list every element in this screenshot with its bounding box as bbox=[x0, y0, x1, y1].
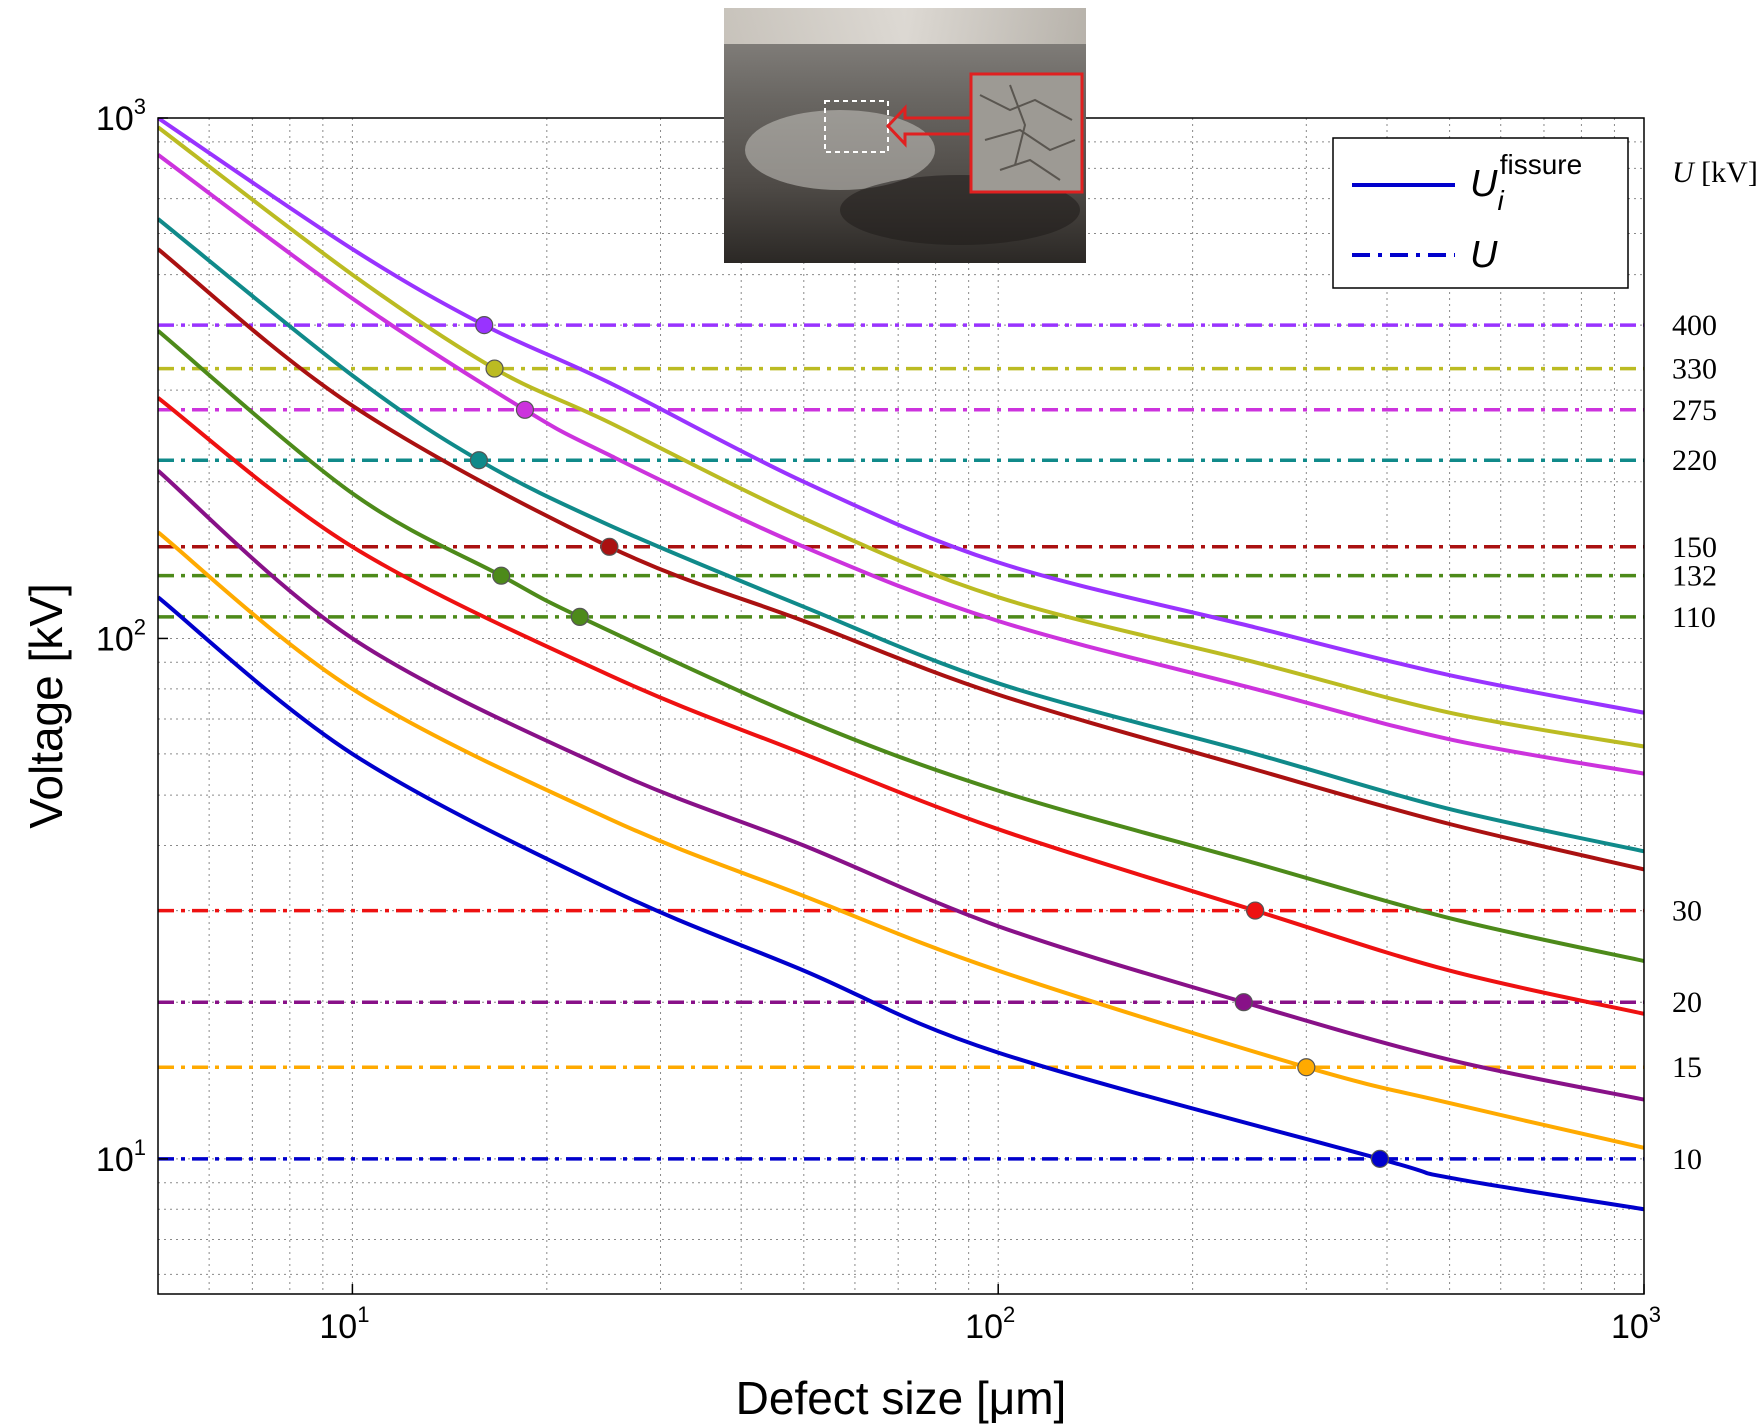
y-tick-exp: 1 bbox=[134, 1135, 146, 1160]
marker-132 bbox=[492, 566, 511, 585]
photo-zoom-arrow bbox=[885, 104, 970, 148]
y-tick-exp: 2 bbox=[134, 614, 146, 639]
x-axis-ticks: 101 102 103 bbox=[319, 1284, 1661, 1346]
curve-5 bbox=[158, 329, 1644, 963]
marker-220 bbox=[469, 451, 489, 470]
right-axis-unit: [kV] bbox=[1694, 156, 1758, 189]
y-tick-label: 102 bbox=[96, 614, 146, 658]
legend-fissure-symbol: U bbox=[1470, 163, 1498, 205]
inception-curves bbox=[158, 118, 1644, 1212]
x-tick-label: 102 bbox=[965, 1302, 1015, 1346]
curve-1 bbox=[158, 125, 1644, 749]
voltage-label-220: 220 bbox=[1672, 444, 1717, 477]
marker-110 bbox=[570, 607, 589, 626]
curve-0 bbox=[158, 118, 1644, 715]
voltage-level-lines bbox=[158, 323, 1644, 1161]
legend-fissure-sup: fissure bbox=[1500, 149, 1582, 180]
photo-top-band bbox=[724, 8, 1086, 44]
voltage-label-150: 150 bbox=[1672, 531, 1717, 564]
voltage-label-132: 132 bbox=[1672, 560, 1717, 593]
x-axis-title: Defect size [μm] bbox=[736, 1372, 1067, 1424]
voltage-label-30: 30 bbox=[1672, 895, 1702, 928]
marker-15 bbox=[1297, 1058, 1316, 1077]
legend: Ui fissure U bbox=[1332, 137, 1629, 289]
inset-photo bbox=[724, 8, 1086, 263]
marker-20 bbox=[1234, 993, 1253, 1012]
curve-8 bbox=[158, 530, 1644, 1150]
marker-275 bbox=[515, 400, 535, 419]
marker-330 bbox=[485, 359, 504, 378]
y-tick-base: 10 bbox=[96, 1141, 134, 1179]
marker-10 bbox=[1370, 1149, 1390, 1168]
y-tick-label: 103 bbox=[96, 94, 146, 138]
right-axis-title: U [kV] bbox=[1672, 156, 1758, 189]
voltage-label-10: 10 bbox=[1672, 1143, 1702, 1176]
x-tick-exp: 3 bbox=[1649, 1302, 1661, 1327]
x-tick-exp: 2 bbox=[1003, 1302, 1015, 1327]
marker-30 bbox=[1246, 901, 1265, 920]
x-tick-base: 10 bbox=[319, 1308, 357, 1346]
photo-detail-marker bbox=[824, 100, 889, 153]
voltage-label-275: 275 bbox=[1672, 394, 1717, 427]
legend-entry-u: U bbox=[1470, 234, 1498, 276]
x-tick-exp: 1 bbox=[357, 1302, 369, 1327]
legend-box bbox=[1332, 137, 1629, 289]
curve-3 bbox=[158, 217, 1644, 854]
x-tick-label: 101 bbox=[319, 1302, 369, 1346]
voltage-label-400: 400 bbox=[1672, 309, 1717, 342]
photo-surface-highlight bbox=[745, 110, 935, 190]
legend-entry-fissure: Ui fissure bbox=[1470, 149, 1582, 216]
curve-2 bbox=[158, 153, 1644, 776]
intersection-markers bbox=[469, 316, 1390, 1168]
curve-6 bbox=[158, 396, 1644, 1016]
voltage-label-20: 20 bbox=[1672, 986, 1702, 1019]
photo-zoom-inset bbox=[969, 72, 1084, 194]
y-axis-title: Voltage [kV] bbox=[20, 583, 72, 829]
y-tick-base: 10 bbox=[96, 620, 134, 658]
y-tick-base: 10 bbox=[96, 100, 134, 138]
curve-4 bbox=[158, 247, 1644, 872]
voltage-label-330: 330 bbox=[1672, 353, 1717, 386]
right-axis-var: U bbox=[1672, 156, 1696, 189]
x-tick-base: 10 bbox=[1611, 1308, 1649, 1346]
x-tick-base: 10 bbox=[965, 1308, 1003, 1346]
x-tick-label: 103 bbox=[1611, 1302, 1661, 1346]
voltage-label-110: 110 bbox=[1672, 601, 1716, 634]
legend-fissure-sub: i bbox=[1497, 185, 1504, 216]
y-tick-exp: 3 bbox=[134, 94, 146, 119]
voltage-label-15: 15 bbox=[1672, 1051, 1702, 1084]
curve-9 bbox=[158, 595, 1644, 1212]
curve-7 bbox=[158, 469, 1644, 1102]
marker-150 bbox=[600, 537, 619, 556]
y-tick-label: 101 bbox=[96, 1135, 146, 1179]
photo-crack-pattern bbox=[979, 84, 1076, 181]
marker-400 bbox=[475, 316, 494, 335]
